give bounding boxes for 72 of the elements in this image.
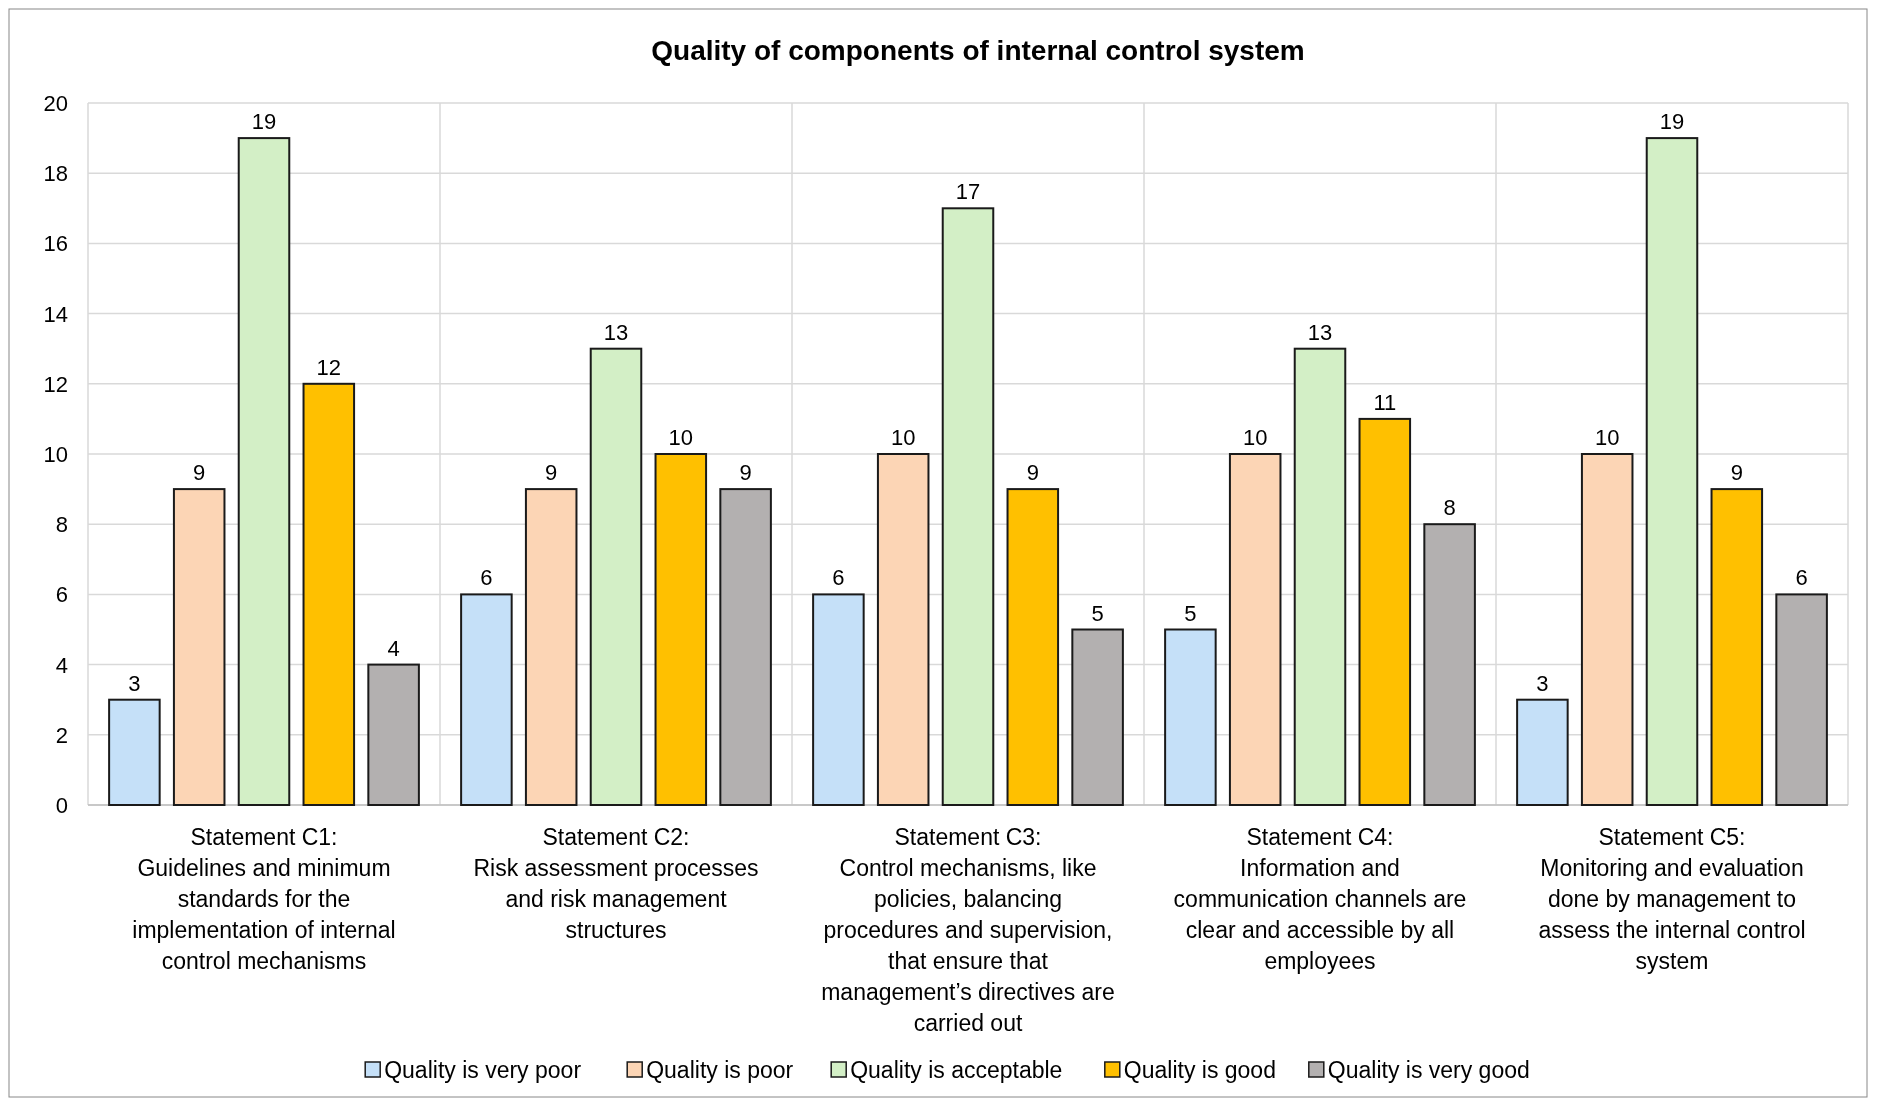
- data-label: 9: [1026, 460, 1039, 486]
- data-label: 11: [1373, 389, 1397, 415]
- data-label: 9: [739, 460, 752, 486]
- bar: [108, 698, 161, 806]
- bar: [172, 488, 226, 806]
- y-tick-label: 2: [55, 722, 68, 748]
- data-label: 5: [1091, 600, 1104, 626]
- y-tick-label: 16: [43, 231, 68, 257]
- data-label: 6: [832, 565, 845, 591]
- data-label: 10: [1242, 425, 1268, 450]
- x-tick-label: Statement C5: Monitoring and evaluation done by management to assess the internal control system: [1538, 824, 1806, 974]
- data-label: 3: [128, 670, 141, 696]
- bar: [589, 347, 643, 806]
- data-label: 8: [1443, 495, 1456, 521]
- data-label: 19: [251, 109, 277, 135]
- y-tick-label: 4: [55, 652, 68, 678]
- data-label: 9: [193, 460, 206, 486]
- data-label: 3: [1536, 670, 1549, 696]
- bar: [1580, 453, 1634, 806]
- y-tick-label: 12: [43, 371, 68, 397]
- bar: [1228, 453, 1282, 806]
- data-label: 5: [1184, 600, 1197, 626]
- x-tick-label: Statement C2: Risk assessment processes and risk management structures: [473, 824, 759, 943]
- bar: [654, 453, 708, 806]
- data-label: 10: [1594, 425, 1620, 450]
- legend-label: Quality is good: [1123, 1057, 1276, 1083]
- y-tick-label: 6: [55, 582, 68, 608]
- y-tick-label: 20: [43, 91, 68, 116]
- data-label: 10: [890, 425, 916, 450]
- legend-label: Quality is very poor: [384, 1057, 582, 1083]
- y-tick-label: 8: [55, 512, 68, 538]
- bar: [876, 453, 930, 806]
- x-tick-label: Statement C3: Control mechanisms, like policies, balancing procedures and supervision, that ensure that management’s directives are carried out: [821, 824, 1115, 1036]
- chart-title: Quality of components of internal control system: [651, 35, 1305, 66]
- data-label: 12: [316, 354, 342, 380]
- data-label: 9: [1730, 460, 1743, 486]
- bar: [941, 207, 995, 806]
- data-label: 9: [545, 460, 558, 486]
- bar: [367, 663, 420, 806]
- y-tick-label: 10: [43, 442, 68, 467]
- data-label: 17: [955, 179, 981, 205]
- legend-label: Quality is poor: [646, 1057, 794, 1083]
- bar: [524, 488, 578, 806]
- bar: [460, 593, 513, 806]
- bar: [302, 382, 356, 806]
- data-label: 6: [1795, 565, 1808, 591]
- x-tick-label: Statement C4: Information and communication channels are clear and accessible by all employees: [1173, 824, 1467, 974]
- y-tick-label: 14: [43, 301, 68, 327]
- bar: [1516, 698, 1569, 806]
- data-label: 13: [603, 319, 629, 345]
- data-label: 10: [668, 425, 694, 450]
- bar: [1006, 488, 1060, 806]
- bar: [1710, 488, 1764, 806]
- data-label: 13: [1307, 319, 1333, 345]
- bar: [1423, 523, 1476, 806]
- bar: [1645, 137, 1699, 806]
- bar: [1293, 347, 1347, 806]
- bar: [1164, 628, 1217, 806]
- y-tick-label: 18: [43, 161, 68, 187]
- y-tick-label: 0: [55, 793, 68, 818]
- x-tick-label: Statement C1: Guidelines and minimum standards for the implementation of internal control mechanisms: [132, 824, 396, 974]
- legend-label: Quality is acceptable: [850, 1057, 1063, 1083]
- data-label: 6: [480, 565, 493, 591]
- legend-label: Quality is very good: [1327, 1057, 1530, 1083]
- bar: [1071, 628, 1124, 806]
- bar: [812, 593, 865, 806]
- bar: [1358, 417, 1412, 806]
- bar: [1775, 593, 1828, 806]
- bar: [237, 137, 291, 806]
- data-label: 19: [1659, 109, 1685, 135]
- bar: [719, 488, 772, 806]
- data-label: 4: [387, 635, 400, 661]
